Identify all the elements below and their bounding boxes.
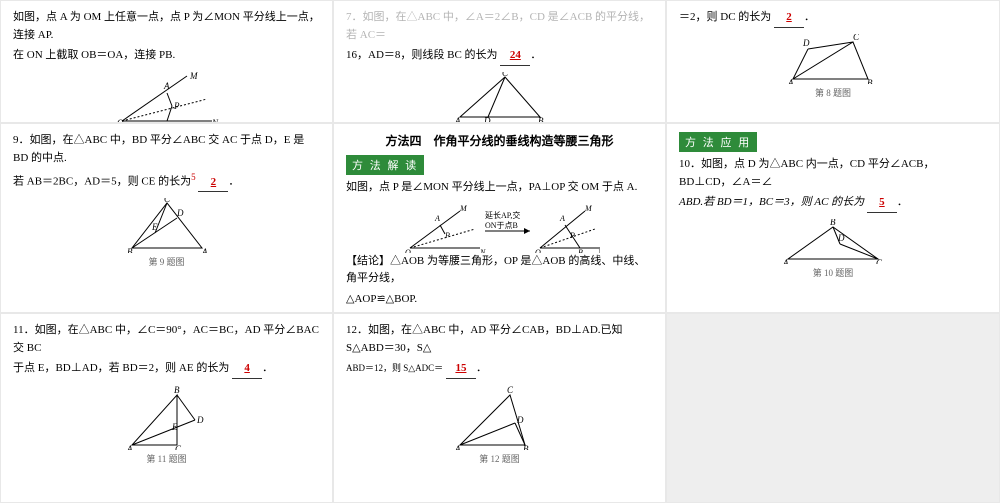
svg-text:P: P	[569, 231, 575, 240]
svg-text:E: E	[171, 422, 178, 432]
tag-explain: 方 法 解 读	[346, 155, 424, 175]
svg-text:P: P	[444, 231, 450, 240]
svg-text:D: D	[196, 415, 204, 425]
answer: 24	[510, 49, 521, 61]
svg-text:C: C	[164, 198, 171, 204]
figure-1-2: B D A C 第 10 题图	[679, 219, 987, 279]
cell-0-2: ＝2，则 DC 的长为 2． D C A B 第 8 题图	[666, 0, 1000, 123]
svg-text:A: A	[782, 258, 789, 264]
svg-text:N: N	[597, 248, 600, 253]
figure-0-0: A M P O B N	[13, 71, 320, 123]
svg-text:E: E	[151, 222, 158, 232]
tag-apply: 方 法 应 用	[679, 132, 757, 152]
text: 若 AB＝2BC，AD＝5，则 CE 的长为5 2．	[13, 170, 320, 192]
method-title: 方法四 作角平分线的垂线构造等腰三角形	[346, 132, 653, 149]
svg-text:A: A	[126, 444, 133, 450]
svg-text:C: C	[853, 34, 860, 42]
cell-2-0: 11．如图，在△ABC 中，∠C＝90°，AC＝BC，AD 平分∠BAC 交 B…	[0, 313, 333, 503]
cell-1-0: 9．如图，在△ABC 中，BD 平分∠ABC 交 AC 于点 D，E 是 BD …	[0, 123, 333, 313]
svg-text:M: M	[584, 204, 593, 213]
svg-text:B: B	[174, 385, 180, 395]
text: 如图，点 P 是∠MON 平分线上一点，PA⊥OP 交 OM 于点 A.	[346, 179, 653, 197]
figure-2-0: B D E A C 第 11 题图	[13, 385, 320, 465]
svg-text:D: D	[176, 208, 184, 218]
figure-2-1: C D A B 第 12 题图	[346, 385, 653, 465]
answer: 5	[879, 196, 885, 208]
cell-1-2: 方 法 应 用 10．如图，点 D 为△ABC 内一点，CD 平分∠ACB，BD…	[666, 123, 1000, 313]
svg-text:D: D	[516, 415, 524, 425]
answer: 15	[455, 362, 466, 374]
figure-0-2: D C A B 第 8 题图	[679, 34, 987, 99]
text: 9．如图，在△ABC 中，BD 平分∠ABC 交 AC 于点 D，E 是 BD …	[13, 132, 320, 167]
cell-2-2	[666, 313, 1000, 503]
svg-text:B: B	[127, 247, 133, 253]
note2: ON于点B	[485, 221, 518, 230]
fig-caption: 第 10 题图	[679, 266, 987, 279]
svg-text:B: B	[523, 444, 529, 450]
svg-text:A: A	[559, 214, 565, 223]
svg-text:C: C	[175, 444, 182, 450]
svg-text:M: M	[459, 204, 468, 213]
answer: 2	[786, 11, 792, 23]
svg-text:A: A	[434, 214, 440, 223]
conclusion: △AOP≌△BOP.	[346, 291, 653, 309]
svg-text:D: D	[802, 38, 810, 48]
figure-1-1: A M P O N 延长AP,交 ON于点B A M P	[346, 203, 653, 253]
text: ＝2，则 DC 的长为 2．	[679, 9, 987, 28]
svg-text:A: A	[163, 81, 170, 91]
text: ABD＝12，则 S△ADC＝ 15．	[346, 360, 653, 379]
text: 如图，点 A 为 OM 上任意一点，点 P 为∠MON 平分线上一点，连接 AP…	[13, 9, 320, 44]
svg-text:C: C	[502, 72, 509, 78]
figure-0-1: C A D B 第 7 题图	[346, 72, 653, 123]
svg-text:O: O	[535, 248, 541, 253]
text: 在 ON 上截取 OB＝OA，连接 PB.	[13, 47, 320, 65]
svg-text:M: M	[189, 71, 198, 81]
svg-text:B: B	[538, 116, 544, 122]
fig-caption: 第 11 题图	[13, 452, 320, 465]
text: 11．如图，在△ABC 中，∠C＝90°，AC＝BC，AD 平分∠BAC 交 B…	[13, 322, 320, 357]
note1: 延长AP,交	[485, 210, 520, 220]
svg-text:A: A	[201, 247, 208, 253]
svg-text:D: D	[483, 116, 491, 122]
svg-text:B: B	[578, 248, 583, 253]
svg-text:C: C	[507, 385, 514, 395]
svg-text:A: A	[454, 116, 461, 122]
svg-text:A: A	[454, 444, 461, 450]
text: ABD.若 BD＝1，BC＝3，则 AC 的长为 5．	[679, 194, 987, 213]
text: 10．如图，点 D 为△ABC 内一点，CD 平分∠ACB，BD⊥CD，∠A＝∠	[679, 156, 987, 191]
svg-text:O: O	[405, 248, 411, 253]
cell-2-1: 12．如图，在△ABC 中，AD 平分∠CAB，BD⊥AD.已知 S△ABD＝3…	[333, 313, 666, 503]
cell-1-1: 方法四 作角平分线的垂线构造等腰三角形 方 法 解 读 如图，点 P 是∠MON…	[333, 123, 666, 313]
text: 16，AD＝8，则线段 BC 的长为 24．	[346, 47, 653, 66]
cell-0-0: 如图，点 A 为 OM 上任意一点，点 P 为∠MON 平分线上一点，连接 AP…	[0, 0, 333, 123]
cell-0-1: 7．如图，在△ABC 中，∠A＝2∠B，CD 是∠ACB 的平分线，若 AC＝ …	[333, 0, 666, 123]
conclusion: 【结论】△AOB 为等腰三角形，OP 是△AOB 的高线、中线、角平分线，	[346, 253, 653, 288]
svg-text:N: N	[479, 248, 486, 253]
svg-text:B: B	[867, 78, 873, 84]
answer: 2	[211, 176, 217, 188]
answer: 4	[244, 362, 250, 374]
fig-caption: 第 12 题图	[346, 452, 653, 465]
fig-caption: 第 8 题图	[679, 86, 987, 99]
svg-text:B: B	[830, 219, 836, 227]
svg-text:D: D	[837, 233, 845, 243]
svg-text:A: A	[787, 78, 794, 84]
text: 于点 E，BD⊥AD，若 BD＝2，则 AE 的长为 4．	[13, 360, 320, 379]
fig-caption: 第 9 题图	[13, 255, 320, 268]
text: 12．如图，在△ABC 中，AD 平分∠CAB，BD⊥AD.已知 S△ABD＝3…	[346, 322, 653, 357]
svg-text:P: P	[173, 101, 180, 111]
page-grid: 如图，点 A 为 OM 上任意一点，点 P 为∠MON 平分线上一点，连接 AP…	[0, 0, 1000, 503]
text: 7．如图，在△ABC 中，∠A＝2∠B，CD 是∠ACB 的平分线，若 AC＝	[346, 9, 653, 44]
svg-text:C: C	[876, 258, 883, 264]
figure-1-0: C D E B A 第 9 题图	[13, 198, 320, 268]
